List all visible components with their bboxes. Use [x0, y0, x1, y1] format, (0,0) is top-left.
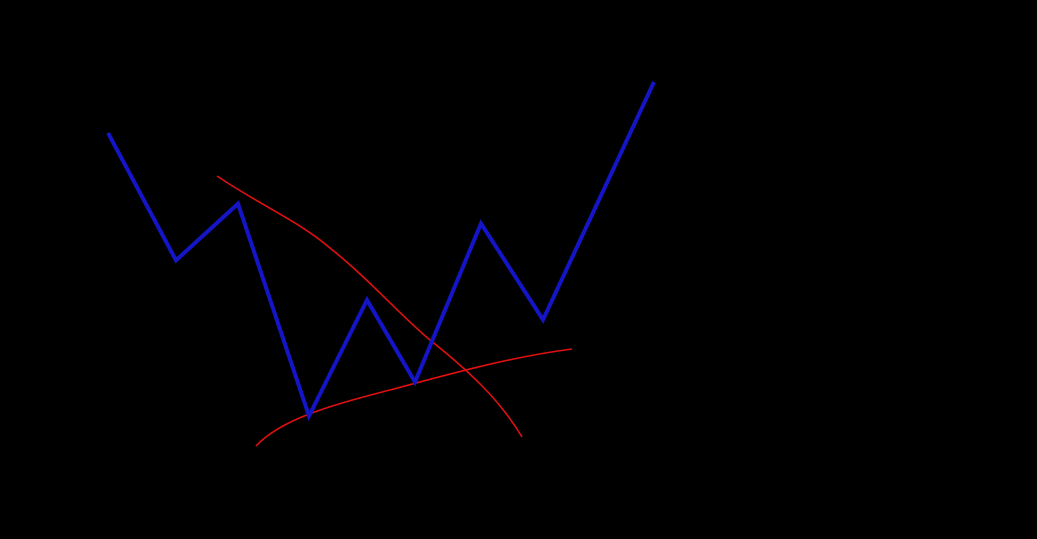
ascending-support-curve [255, 348, 573, 447]
descending-trend-line [216, 175, 523, 438]
trend-lines [216, 175, 573, 447]
price-path [106, 81, 656, 422]
